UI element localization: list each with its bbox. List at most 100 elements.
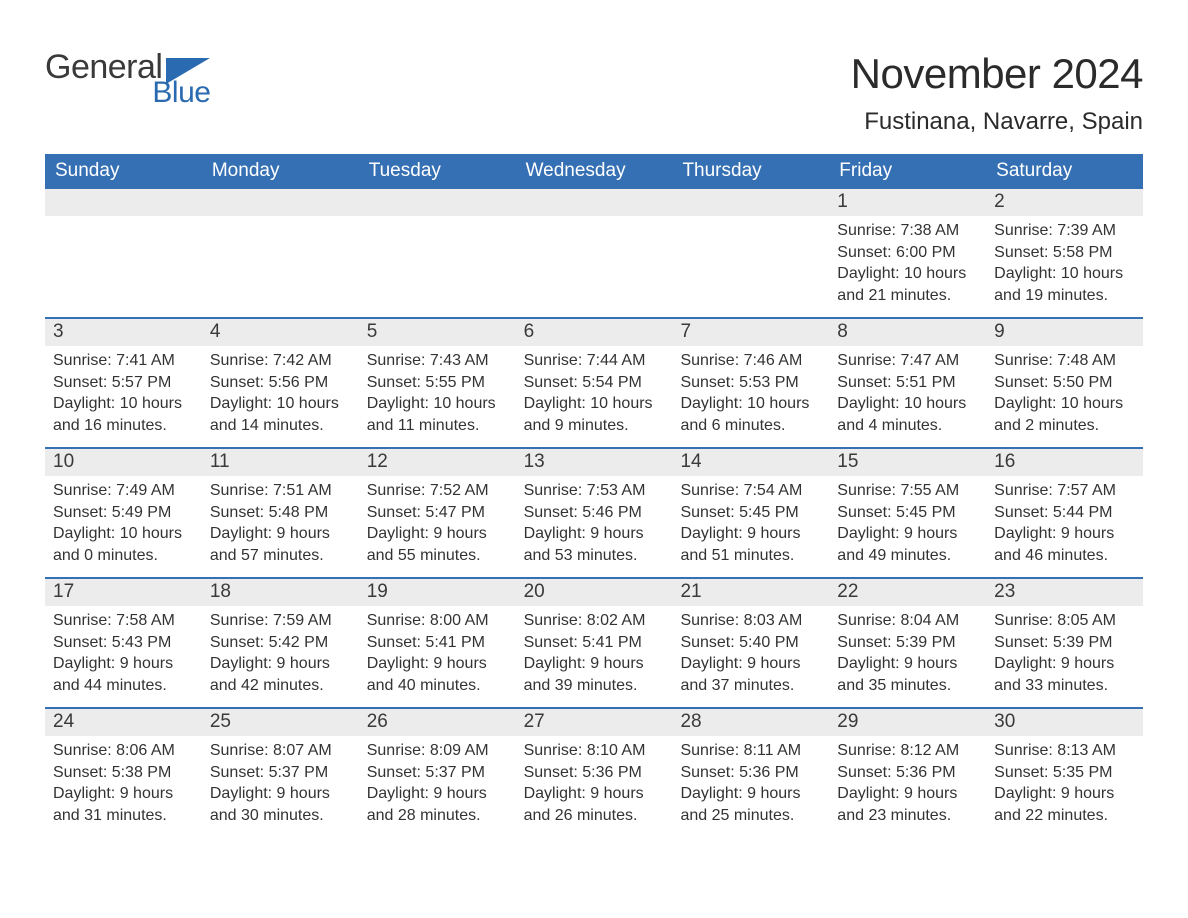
sunset-text: Sunset: 5:37 PM — [367, 762, 508, 784]
daylight-text-2: and 9 minutes. — [524, 415, 665, 437]
day-header-wednesday: Wednesday — [516, 154, 673, 189]
daylight-text-1: Daylight: 9 hours — [837, 523, 978, 545]
sunset-text: Sunset: 5:56 PM — [210, 372, 351, 394]
daylight-text-2: and 33 minutes. — [994, 675, 1135, 697]
day-cell: 10Sunrise: 7:49 AMSunset: 5:49 PMDayligh… — [45, 449, 202, 577]
day-body: Sunrise: 7:44 AMSunset: 5:54 PMDaylight:… — [516, 346, 673, 440]
daylight-text-2: and 25 minutes. — [680, 805, 821, 827]
day-header-row: Sunday Monday Tuesday Wednesday Thursday… — [45, 154, 1143, 189]
day-body: Sunrise: 7:52 AMSunset: 5:47 PMDaylight:… — [359, 476, 516, 570]
sunrise-text: Sunrise: 7:55 AM — [837, 480, 978, 502]
sunrise-text: Sunrise: 7:39 AM — [994, 220, 1135, 242]
daylight-text-1: Daylight: 10 hours — [837, 263, 978, 285]
day-cell: 30Sunrise: 8:13 AMSunset: 5:35 PMDayligh… — [986, 709, 1143, 837]
day-number: 23 — [986, 579, 1143, 606]
day-body: Sunrise: 8:03 AMSunset: 5:40 PMDaylight:… — [672, 606, 829, 700]
daylight-text-2: and 57 minutes. — [210, 545, 351, 567]
day-cell: 20Sunrise: 8:02 AMSunset: 5:41 PMDayligh… — [516, 579, 673, 707]
daylight-text-1: Daylight: 9 hours — [367, 783, 508, 805]
empty-day-bar — [45, 189, 202, 216]
day-body: Sunrise: 8:10 AMSunset: 5:36 PMDaylight:… — [516, 736, 673, 830]
day-cell: 11Sunrise: 7:51 AMSunset: 5:48 PMDayligh… — [202, 449, 359, 577]
daylight-text-1: Daylight: 9 hours — [367, 523, 508, 545]
daylight-text-1: Daylight: 10 hours — [524, 393, 665, 415]
logo: General Blue — [45, 50, 210, 108]
day-cell: 23Sunrise: 8:05 AMSunset: 5:39 PMDayligh… — [986, 579, 1143, 707]
day-number: 28 — [672, 709, 829, 736]
header: General Blue November 2024 Fustinana, Na… — [45, 50, 1143, 136]
sunset-text: Sunset: 5:41 PM — [524, 632, 665, 654]
sunrise-text: Sunrise: 7:58 AM — [53, 610, 194, 632]
daylight-text-2: and 28 minutes. — [367, 805, 508, 827]
day-number: 27 — [516, 709, 673, 736]
calendar: Sunday Monday Tuesday Wednesday Thursday… — [45, 154, 1143, 837]
sunset-text: Sunset: 5:45 PM — [680, 502, 821, 524]
sunset-text: Sunset: 5:54 PM — [524, 372, 665, 394]
sunrise-text: Sunrise: 7:49 AM — [53, 480, 194, 502]
sunset-text: Sunset: 5:36 PM — [524, 762, 665, 784]
daylight-text-2: and 49 minutes. — [837, 545, 978, 567]
day-cell — [45, 189, 202, 317]
day-body: Sunrise: 7:42 AMSunset: 5:56 PMDaylight:… — [202, 346, 359, 440]
daylight-text-1: Daylight: 9 hours — [680, 653, 821, 675]
daylight-text-2: and 16 minutes. — [53, 415, 194, 437]
day-number: 13 — [516, 449, 673, 476]
day-number: 2 — [986, 189, 1143, 216]
day-cell: 6Sunrise: 7:44 AMSunset: 5:54 PMDaylight… — [516, 319, 673, 447]
daylight-text-1: Daylight: 10 hours — [837, 393, 978, 415]
week-row: 17Sunrise: 7:58 AMSunset: 5:43 PMDayligh… — [45, 577, 1143, 707]
day-cell: 1Sunrise: 7:38 AMSunset: 6:00 PMDaylight… — [829, 189, 986, 317]
daylight-text-1: Daylight: 9 hours — [680, 523, 821, 545]
sunset-text: Sunset: 5:48 PM — [210, 502, 351, 524]
day-number: 5 — [359, 319, 516, 346]
sunset-text: Sunset: 5:44 PM — [994, 502, 1135, 524]
day-cell: 8Sunrise: 7:47 AMSunset: 5:51 PMDaylight… — [829, 319, 986, 447]
day-body: Sunrise: 7:58 AMSunset: 5:43 PMDaylight:… — [45, 606, 202, 700]
day-cell: 15Sunrise: 7:55 AMSunset: 5:45 PMDayligh… — [829, 449, 986, 577]
sunrise-text: Sunrise: 7:57 AM — [994, 480, 1135, 502]
daylight-text-1: Daylight: 9 hours — [53, 783, 194, 805]
sunrise-text: Sunrise: 7:48 AM — [994, 350, 1135, 372]
day-body: Sunrise: 7:51 AMSunset: 5:48 PMDaylight:… — [202, 476, 359, 570]
sunrise-text: Sunrise: 7:47 AM — [837, 350, 978, 372]
sunset-text: Sunset: 5:39 PM — [837, 632, 978, 654]
day-number: 19 — [359, 579, 516, 606]
sunset-text: Sunset: 5:43 PM — [53, 632, 194, 654]
sunrise-text: Sunrise: 8:00 AM — [367, 610, 508, 632]
day-cell: 2Sunrise: 7:39 AMSunset: 5:58 PMDaylight… — [986, 189, 1143, 317]
day-cell — [202, 189, 359, 317]
daylight-text-2: and 4 minutes. — [837, 415, 978, 437]
day-cell: 29Sunrise: 8:12 AMSunset: 5:36 PMDayligh… — [829, 709, 986, 837]
sunset-text: Sunset: 5:42 PM — [210, 632, 351, 654]
day-body: Sunrise: 7:49 AMSunset: 5:49 PMDaylight:… — [45, 476, 202, 570]
sunset-text: Sunset: 5:39 PM — [994, 632, 1135, 654]
daylight-text-2: and 35 minutes. — [837, 675, 978, 697]
sunset-text: Sunset: 5:50 PM — [994, 372, 1135, 394]
sunset-text: Sunset: 5:41 PM — [367, 632, 508, 654]
sunrise-text: Sunrise: 7:52 AM — [367, 480, 508, 502]
day-number: 30 — [986, 709, 1143, 736]
day-cell: 12Sunrise: 7:52 AMSunset: 5:47 PMDayligh… — [359, 449, 516, 577]
daylight-text-1: Daylight: 9 hours — [210, 523, 351, 545]
sunset-text: Sunset: 5:57 PM — [53, 372, 194, 394]
sunrise-text: Sunrise: 8:10 AM — [524, 740, 665, 762]
sunrise-text: Sunrise: 7:54 AM — [680, 480, 821, 502]
daylight-text-1: Daylight: 9 hours — [994, 653, 1135, 675]
sunset-text: Sunset: 5:45 PM — [837, 502, 978, 524]
daylight-text-2: and 21 minutes. — [837, 285, 978, 307]
day-number: 26 — [359, 709, 516, 736]
daylight-text-2: and 42 minutes. — [210, 675, 351, 697]
sunset-text: Sunset: 5:46 PM — [524, 502, 665, 524]
day-cell: 3Sunrise: 7:41 AMSunset: 5:57 PMDaylight… — [45, 319, 202, 447]
daylight-text-2: and 19 minutes. — [994, 285, 1135, 307]
sunrise-text: Sunrise: 7:41 AM — [53, 350, 194, 372]
sunrise-text: Sunrise: 7:44 AM — [524, 350, 665, 372]
day-body: Sunrise: 7:59 AMSunset: 5:42 PMDaylight:… — [202, 606, 359, 700]
daylight-text-1: Daylight: 9 hours — [524, 783, 665, 805]
day-body: Sunrise: 7:43 AMSunset: 5:55 PMDaylight:… — [359, 346, 516, 440]
daylight-text-2: and 6 minutes. — [680, 415, 821, 437]
empty-day-bar — [516, 189, 673, 216]
daylight-text-1: Daylight: 10 hours — [994, 393, 1135, 415]
sunset-text: Sunset: 5:51 PM — [837, 372, 978, 394]
sunrise-text: Sunrise: 7:42 AM — [210, 350, 351, 372]
